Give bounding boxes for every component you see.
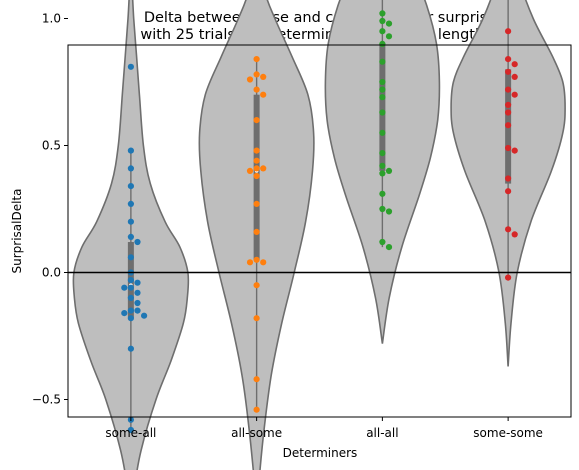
data-point-all-some xyxy=(253,282,260,289)
data-point-some-some xyxy=(511,231,518,238)
chart-title-line-1: Delta between false and correct answer s… xyxy=(144,10,500,26)
y-tick-label: 0.5 xyxy=(42,139,61,153)
data-point-some-some xyxy=(505,122,512,129)
data-point-all-some xyxy=(253,200,260,207)
data-point-all-some xyxy=(253,157,260,164)
plot-frame xyxy=(67,44,572,418)
data-point-all-all xyxy=(379,86,386,93)
data-point-some-some xyxy=(505,56,512,63)
data-point-all-some xyxy=(246,167,254,174)
data-point-all-all xyxy=(379,94,386,101)
data-point-all-some xyxy=(253,71,260,78)
data-point-some-all xyxy=(141,312,148,319)
data-point-all-some xyxy=(246,76,254,83)
data-point-all-all xyxy=(385,244,393,251)
data-point-some-some xyxy=(505,86,512,93)
data-point-all-all xyxy=(379,238,386,246)
iqr-box-all-all xyxy=(379,43,386,171)
data-point-all-some xyxy=(253,147,260,154)
data-point-all-some xyxy=(260,91,267,98)
data-point-some-all xyxy=(127,200,134,207)
data-point-some-all xyxy=(134,238,141,246)
data-point-some-all xyxy=(127,218,134,225)
data-point-all-all xyxy=(379,40,386,48)
data-point-all-some xyxy=(260,73,267,80)
data-point-all-some xyxy=(253,56,260,63)
y-tick-label: 1.0 xyxy=(42,12,61,26)
data-point-some-all xyxy=(134,279,141,286)
data-point-some-some xyxy=(511,73,518,80)
data-point-some-some xyxy=(505,274,512,281)
data-point-some-some xyxy=(505,226,512,233)
data-point-all-all xyxy=(385,33,393,40)
data-point-some-all xyxy=(134,299,141,307)
x-axis-label: Determiners xyxy=(283,446,358,460)
data-point-all-all xyxy=(379,170,386,177)
data-point-all-some xyxy=(260,259,267,266)
data-point-all-some xyxy=(253,376,260,383)
data-point-some-some xyxy=(505,68,512,75)
data-point-some-some xyxy=(505,101,512,108)
data-point-some-all xyxy=(127,294,134,301)
data-point-all-some xyxy=(253,228,260,235)
data-point-some-all xyxy=(127,165,134,172)
data-point-all-all xyxy=(379,129,386,136)
data-point-all-all xyxy=(379,162,386,169)
data-point-some-all xyxy=(127,315,134,322)
data-point-all-all xyxy=(379,17,386,25)
data-point-some-all xyxy=(127,147,134,154)
data-point-some-all xyxy=(127,307,134,314)
data-point-some-some xyxy=(505,188,512,195)
data-point-some-all xyxy=(134,289,141,296)
data-point-some-all xyxy=(127,233,134,240)
data-point-some-some xyxy=(505,175,512,182)
data-point-some-all xyxy=(127,426,134,434)
data-point-all-all xyxy=(379,10,386,17)
data-point-some-all xyxy=(121,284,128,291)
data-point-some-some xyxy=(505,109,512,116)
x-tick-label-all-all: all-all xyxy=(366,426,398,440)
data-point-some-all xyxy=(127,277,134,284)
data-point-all-some xyxy=(253,172,260,180)
data-point-some-some xyxy=(511,147,518,154)
chart-title-line-2: with 25 trials per determiner pair (pref… xyxy=(140,27,503,43)
data-point-all-all xyxy=(385,20,393,27)
data-point-all-all xyxy=(379,150,386,157)
y-axis-label: SurprisalDelta xyxy=(10,189,24,274)
data-point-all-some xyxy=(253,315,260,322)
data-point-some-some xyxy=(511,61,518,68)
x-tick-label-all-some: all-some xyxy=(231,426,282,440)
data-point-all-all xyxy=(379,78,386,86)
y-tick-label: 0.0 xyxy=(42,266,61,280)
data-point-all-some xyxy=(246,259,254,266)
data-point-all-some xyxy=(253,406,260,413)
data-point-some-some xyxy=(505,144,512,152)
data-point-all-some xyxy=(253,256,260,263)
data-point-all-all xyxy=(379,28,386,35)
data-point-all-all xyxy=(379,109,386,116)
data-point-all-some xyxy=(253,165,260,172)
data-point-all-all xyxy=(379,190,386,197)
data-point-some-some xyxy=(505,28,512,35)
data-point-some-all xyxy=(127,284,134,291)
data-point-some-all xyxy=(127,63,134,70)
data-point-some-all xyxy=(121,310,128,317)
y-tick-label: −0.5 xyxy=(32,393,61,407)
x-tick-label-some-some: some-some xyxy=(473,426,543,440)
x-tick-label-some-all: some-all xyxy=(105,426,156,440)
data-point-some-all xyxy=(127,254,134,261)
data-point-all-all xyxy=(385,167,393,174)
data-point-all-all xyxy=(385,208,393,215)
data-point-all-some xyxy=(260,165,267,172)
data-point-some-some xyxy=(511,91,518,98)
data-point-all-some xyxy=(253,86,260,93)
data-point-some-all xyxy=(127,345,134,352)
data-point-all-all xyxy=(379,58,386,65)
data-point-all-all xyxy=(379,205,386,213)
data-point-some-all xyxy=(134,307,141,314)
data-point-all-some xyxy=(253,117,260,124)
data-point-some-all xyxy=(127,183,134,190)
